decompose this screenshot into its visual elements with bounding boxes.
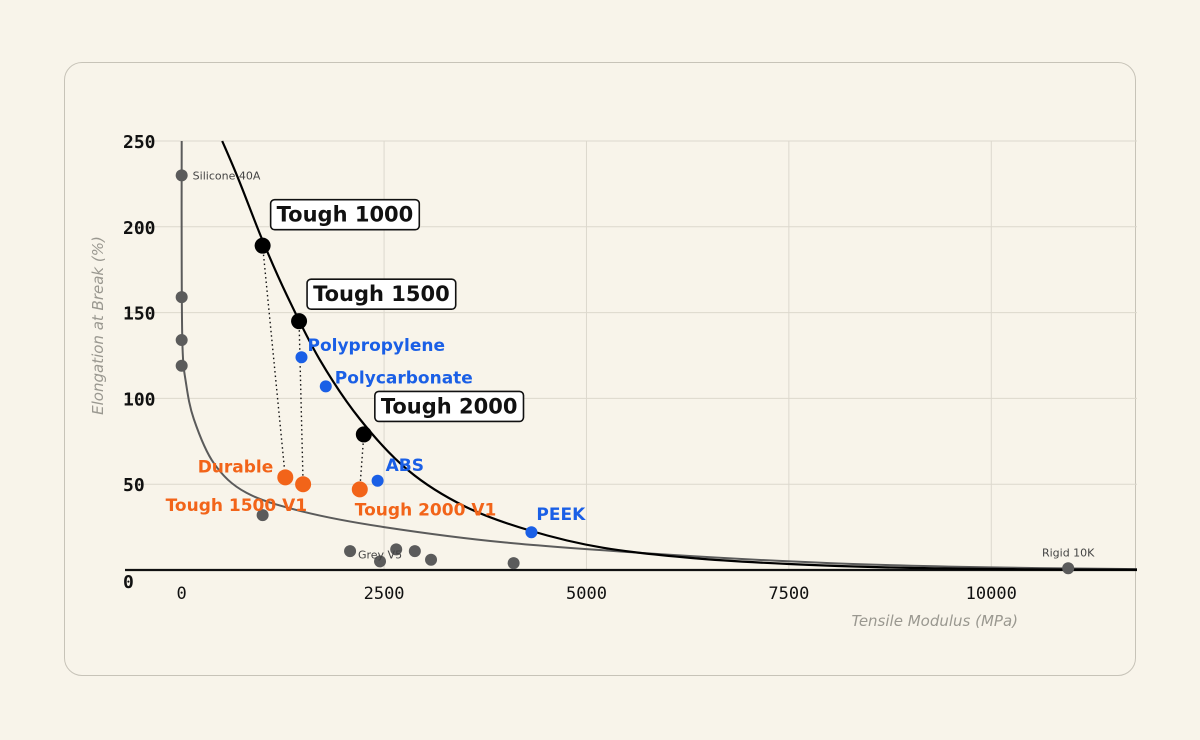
data-point-gray: [175, 359, 188, 372]
data-point-orange: [351, 481, 368, 498]
trend-line-black: [221, 140, 1137, 571]
data-label: Tough 2000: [381, 394, 518, 418]
data-point-orange: [277, 469, 294, 486]
y-tick-label: 200: [123, 218, 156, 239]
y-tick-label: 250: [123, 132, 156, 153]
y-tick-label: 0: [123, 572, 134, 593]
data-point-gray: [175, 169, 188, 182]
data-point-gray: [425, 553, 438, 566]
data-label: Polypropylene: [307, 336, 445, 356]
y-tick-label: 150: [123, 304, 156, 325]
data-point-black: [254, 237, 271, 254]
y-tick-label: 100: [123, 389, 156, 410]
connector-line: [298, 321, 304, 485]
connector-line: [359, 434, 365, 490]
data-point-gray: [175, 291, 188, 304]
data-label: Tough 1000: [277, 203, 414, 227]
x-tick-label: 0: [177, 584, 187, 604]
data-label: Tough 1500 V1: [166, 496, 308, 516]
data-point-blue: [371, 474, 384, 487]
data-point-orange: [295, 476, 312, 493]
data-point-gray: [256, 509, 269, 522]
data-label: Tough 1500: [313, 282, 450, 306]
data-point-gray: [390, 543, 403, 556]
x-tick-label: 2500: [364, 584, 405, 604]
x-tick-label: 5000: [566, 584, 607, 604]
data-point-gray: [344, 545, 357, 558]
x-tick-label: 7500: [768, 584, 809, 604]
data-point-gray: [408, 545, 421, 558]
data-point-black: [355, 426, 372, 443]
data-point-gray: [1062, 562, 1075, 575]
data-label: ABS: [386, 456, 424, 476]
data-label: Silicone 40A: [193, 169, 261, 182]
data-point-gray: [374, 555, 387, 568]
data-label-box: [269, 198, 421, 231]
data-label: Durable: [198, 457, 274, 477]
chart-card: 0 50 100 150 200 250 0 2500 5000 7500 10000 Tensile…: [64, 62, 1137, 676]
data-point-blue: [525, 526, 538, 539]
connector-line: [261, 245, 286, 478]
data-point-black: [291, 313, 308, 330]
data-label-box: [306, 278, 457, 310]
data-point-gray: [175, 334, 188, 347]
trend-line-gray: [180, 140, 1137, 571]
data-label: PEEK: [536, 505, 586, 525]
x-tick-label: 10000: [966, 584, 1017, 604]
data-label: Rigid 10K: [1042, 546, 1095, 559]
data-point-blue: [295, 351, 308, 364]
data-point-gray: [507, 557, 520, 570]
y-tick-label: 50: [123, 475, 145, 496]
data-label-box: [374, 390, 525, 423]
data-label: Grey V5: [358, 548, 402, 561]
data-label: Polycarbonate: [335, 368, 473, 388]
x-axis-title: Tensile Modulus (MPa): [852, 612, 1018, 630]
y-axis-title: Elongation at Break (%): [89, 236, 107, 415]
data-point-blue: [319, 380, 332, 393]
data-label: Tough 2000 V1: [355, 500, 497, 520]
